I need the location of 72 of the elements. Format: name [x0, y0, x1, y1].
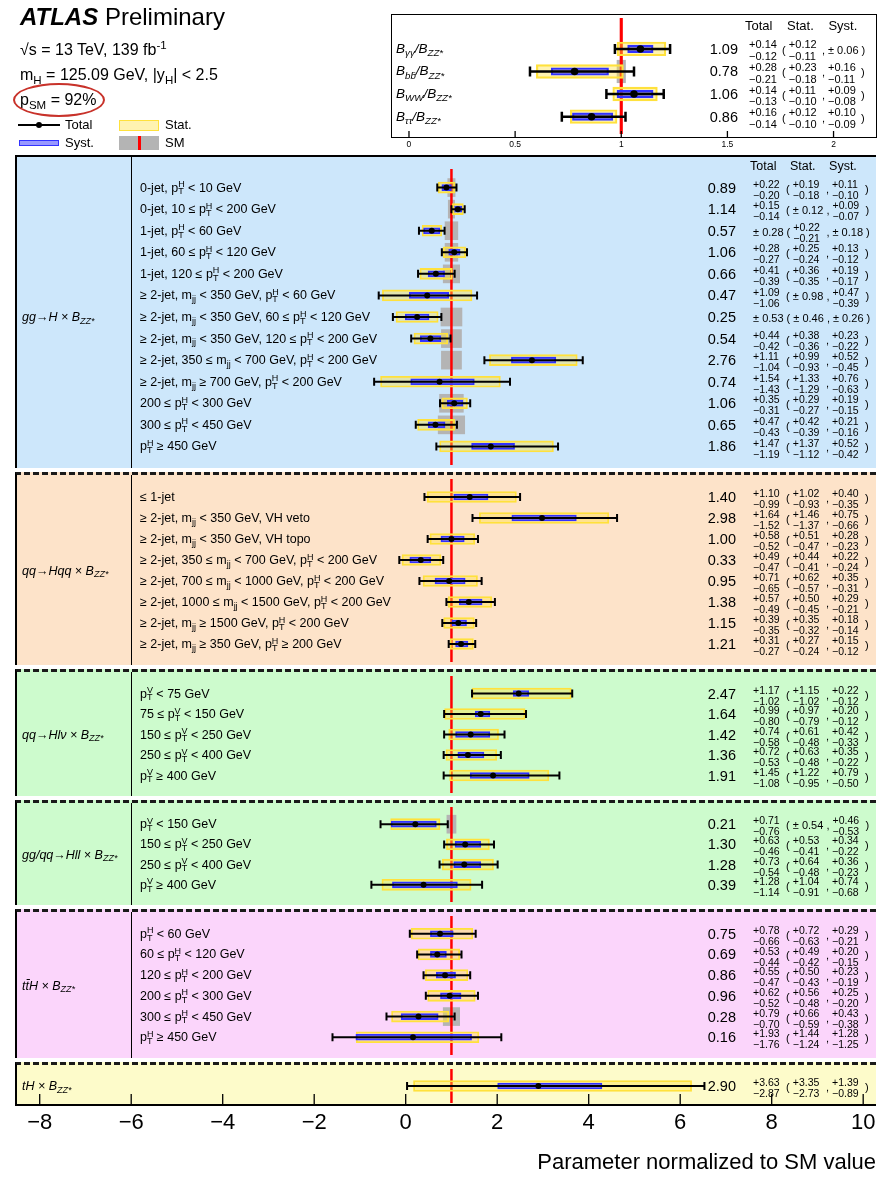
x-tick-label: 10: [850, 1109, 876, 1135]
y-tick-label: ≥ 2-jet, m$_{jj}$ < 350 GeV, VH topo: [140, 531, 311, 548]
y-tick-label: 60 ≤ p$_{T}$$^{H}$ < 120 GeV: [140, 945, 245, 964]
y-tick-label: p$_{T}$$^{V}$ ≥ 400 GeV: [140, 876, 217, 894]
y-tick-label: 0-jet, p$_{T}$$^{H}$ < 10 GeV: [140, 179, 242, 197]
y2-tick-label: 0.25 ± 0.53 ( ± 0.46 , ± 0.26 ): [706, 308, 871, 327]
y-tick-label: ≥ 2-jet, 1000 ≤ m$_{jj}$ < 1500 GeV, p$_{T}$$^{H}$ < 200 GeV: [140, 593, 391, 611]
y-axis-title: qq→Hlν × B$_{ZZ*}$: [22, 726, 104, 744]
y-axis-title: gg/qq→Hll × B$_{ZZ*}$: [22, 846, 118, 864]
y-tick-label: 150 ≤ p$_{T}$$^{V}$ < 250 GeV: [140, 835, 252, 854]
x-axis-title: Parameter normalized to SM value: [537, 1148, 876, 1174]
y-tick-label: 200 ≤ p$_{T}$$^{H}$ < 300 GeV: [140, 394, 252, 413]
y-tick-label: 300 ≤ p$_{T}$$^{H}$ < 450 GeV: [140, 1008, 252, 1026]
x-tick-label: 2: [491, 1109, 504, 1135]
y-tick-label: p$_{T}$$^{V}$ < 150 GeV: [140, 815, 217, 834]
y-tick-label: 1-jet, p$_{T}$$^{H}$ < 60 GeV: [140, 222, 242, 240]
x-tick-label: 1: [618, 139, 624, 150]
y-tick-label: ≥ 2-jet, 700 ≤ m$_{jj}$ < 1000 GeV, p$_{T}$$^{H}$ < 200 GeV: [140, 572, 384, 590]
x-tick-label: 0: [399, 1109, 412, 1135]
y-tick-label: ≥ 2-jet, m$_{jj}$ < 350 GeV, 120 ≤ p$_{T}$$^{H}$ < 200 GeV: [140, 330, 378, 348]
y-tick-label: 1-jet, 120 ≤ p$_{T}$$^{H}$ < 200 GeV: [140, 265, 283, 283]
x-tick-label: 6: [674, 1109, 687, 1135]
y-tick-label: ≥ 2-jet, m$_{jj}$ < 350 GeV, VH veto: [140, 510, 310, 527]
x-tick-label: 0: [406, 139, 412, 150]
y-tick-label: p$_{T}$$^{H}$ ≥ 450 GeV: [140, 1028, 217, 1047]
x-tick-label: −8: [27, 1109, 53, 1135]
y-axis-title: qq→Hqq × B$_{ZZ*}$: [22, 562, 109, 580]
x-tick-label: −6: [118, 1109, 144, 1135]
x-tick-label: 0.5: [509, 139, 522, 150]
y-tick-label: ≤ 1-jet: [140, 489, 175, 505]
y-tick-label: p$_{T}$$^{H}$ < 60 GeV: [140, 925, 211, 943]
y-tick-label: ≥ 2-jet, 350 ≤ m$_{jj}$ < 700 GeV, p$_{T}$$^{H}$ < 200 GeV: [140, 351, 378, 370]
y-tick-label: 200 ≤ p$_{T}$$^{H}$ < 300 GeV: [140, 987, 252, 1005]
x-tick-label: 8: [765, 1109, 778, 1135]
legend-label: SM: [165, 134, 185, 152]
y-tick-label: 75 ≤ p$_{T}$$^{V}$ < 150 GeV: [140, 705, 245, 723]
y-tick-label: 250 ≤ p$_{T}$$^{V}$ < 400 GeV: [140, 856, 252, 874]
y-tick-label: p$_{T}$$^{H}$ ≥ 450 GeV: [140, 437, 217, 456]
text: p$_{SM}$ = 92%: [20, 90, 97, 111]
text: m$_{H}$ = 125.09 GeV, |y$_{H}$| < 2.5: [20, 65, 218, 86]
y-tick-label: ≥ 2-jet, m$_{jj}$ ≥ 1500 GeV, p$_{T}$$^{H}$ < 200 GeV: [140, 614, 349, 632]
y-tick-label: p$_{T}$$^{V}$ < 75 GeV: [140, 685, 210, 703]
y-tick-label: 150 ≤ p$_{T}$$^{V}$ < 250 GeV: [140, 726, 252, 744]
y-tick-label: B$_{WW}$/B$_{ZZ*}$: [396, 86, 452, 104]
text: ATLAS Preliminary: [20, 3, 225, 30]
y-tick-label: B$_{γγ}$/B$_{ZZ*}$: [396, 40, 444, 58]
y-tick-label: 0-jet, 10 ≤ p$_{T}$$^{H}$ < 200 GeV: [140, 200, 276, 219]
x-tick-label: 4: [582, 1109, 595, 1135]
y-tick-label: 300 ≤ p$_{T}$$^{H}$ < 450 GeV: [140, 416, 252, 434]
legend-label: Stat.: [165, 116, 192, 134]
y-tick-label: ≥ 2-jet, 350 ≤ m$_{jj}$ < 700 GeV, p$_{T}$$^{H}$ < 200 GeV: [140, 551, 378, 569]
y-tick-label: B$_{ττ}$/B$_{ZZ*}$: [396, 108, 441, 126]
y-tick-label: 120 ≤ p$_{T}$$^{H}$ < 200 GeV: [140, 966, 252, 985]
y-tick-label: p$_{T}$$^{V}$ ≥ 400 GeV: [140, 767, 217, 785]
y-tick-label: 250 ≤ p$_{T}$$^{V}$ < 400 GeV: [140, 746, 252, 764]
text: √s = 13 TeV, 139 fb$^{-1}$: [20, 39, 167, 60]
y-tick-label: B$_{bb̄}$/B$_{ZZ*}$: [396, 63, 445, 81]
y-tick-label: ≥ 2-jet, m$_{jj}$ ≥ 700 GeV, p$_{T}$$^{H}$ < 200 GeV: [140, 373, 342, 391]
y2-axis-title: Total Stat. Syst.: [745, 18, 858, 35]
x-tick-label: 1.5: [721, 139, 734, 150]
legend-label: Total: [65, 116, 93, 134]
legend-label: Syst.: [65, 134, 94, 152]
x-tick-label: −2: [301, 1109, 327, 1135]
y-axis-title: gg→H × B$_{ZZ*}$: [22, 309, 95, 326]
x-tick-label: 2: [831, 139, 837, 150]
y-tick-label: ≥ 2-jet, m$_{jj}$ < 350 GeV, p$_{T}$$^{H}$ < 60 GeV: [140, 286, 336, 305]
y-axis-title: tt̄H × B$_{ZZ*}$: [22, 977, 76, 995]
y2-axis-title: Total Stat. Syst.: [750, 158, 857, 174]
y-tick-label: ≥ 2-jet, m$_{jj}$ < 350 GeV, 60 ≤ p$_{T}$$^{H}$ < 120 GeV: [140, 308, 371, 326]
y-tick-label: 1-jet, 60 ≤ p$_{T}$$^{H}$ < 120 GeV: [140, 243, 276, 262]
x-tick-label: −4: [210, 1109, 236, 1135]
y-tick-label: ≥ 2-jet, m$_{jj}$ ≥ 350 GeV, p$_{T}$$^{H}$ ≥ 200 GeV: [140, 635, 342, 653]
